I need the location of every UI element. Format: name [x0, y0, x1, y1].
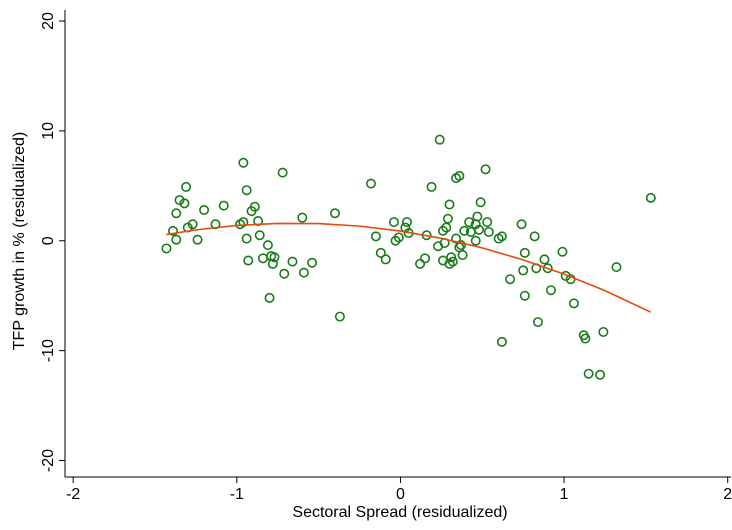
point — [218, 200, 229, 211]
point — [267, 258, 278, 269]
point — [307, 257, 318, 268]
y-tick-label: -20 — [40, 449, 57, 472]
point — [542, 263, 553, 274]
point — [243, 255, 254, 266]
point — [483, 226, 494, 237]
point — [390, 235, 401, 246]
x-tick-label: 0 — [396, 486, 405, 503]
point — [419, 253, 430, 264]
y-axis-title: TFP growth in % (residualized) — [11, 132, 28, 350]
point — [472, 211, 483, 222]
point — [370, 231, 381, 242]
point — [238, 157, 249, 168]
point — [459, 225, 470, 236]
point — [557, 246, 568, 257]
point — [529, 231, 540, 242]
point — [598, 326, 609, 337]
x-tick-label: -2 — [66, 486, 80, 503]
point — [568, 298, 579, 309]
point — [496, 336, 507, 347]
point — [545, 285, 556, 296]
y-tick-label: 20 — [40, 12, 57, 30]
point — [380, 254, 391, 265]
x-tick-label: 2 — [723, 486, 732, 503]
point — [393, 232, 404, 243]
point — [241, 185, 252, 196]
x-tick-label: -1 — [230, 486, 244, 503]
point — [329, 208, 340, 219]
point — [434, 134, 445, 145]
point — [457, 250, 468, 261]
point — [475, 197, 486, 208]
point — [375, 247, 386, 258]
point — [516, 219, 527, 230]
point — [539, 254, 550, 265]
point — [583, 368, 594, 379]
point — [415, 258, 426, 269]
point — [287, 256, 298, 267]
point — [580, 333, 591, 344]
point — [192, 234, 203, 245]
point — [473, 224, 484, 235]
point — [241, 233, 252, 244]
point — [437, 225, 448, 236]
point — [442, 213, 453, 224]
y-tick-label: 0 — [40, 236, 57, 245]
point — [161, 243, 172, 254]
point — [297, 212, 308, 223]
x-tick-label: 1 — [560, 486, 569, 503]
point — [519, 290, 530, 301]
point — [454, 170, 465, 181]
point — [446, 252, 457, 263]
point — [249, 201, 260, 212]
x-axis-title: Sectoral Spread (residualized) — [292, 504, 507, 521]
point — [470, 235, 481, 246]
point — [532, 317, 543, 328]
point — [277, 167, 288, 178]
fit-line — [166, 222, 652, 313]
point — [171, 208, 182, 219]
point — [455, 240, 466, 251]
y-tick-label: 10 — [40, 122, 57, 140]
point — [426, 181, 437, 192]
point — [444, 199, 455, 210]
point — [518, 265, 529, 276]
point — [298, 267, 309, 278]
point — [262, 240, 273, 251]
point — [365, 178, 376, 189]
point — [401, 217, 412, 228]
point — [519, 247, 530, 258]
point — [480, 164, 491, 175]
point — [505, 274, 516, 285]
point — [269, 252, 280, 263]
point — [187, 219, 198, 230]
point — [645, 192, 656, 203]
point — [264, 292, 275, 303]
point — [168, 225, 179, 236]
point — [482, 217, 493, 228]
point — [611, 262, 622, 273]
point — [496, 231, 507, 242]
point — [199, 204, 210, 215]
point — [257, 253, 268, 264]
point — [464, 217, 475, 228]
point — [254, 230, 265, 241]
point — [181, 181, 192, 192]
point — [447, 256, 458, 267]
point — [334, 311, 345, 322]
point — [179, 198, 190, 209]
point — [279, 268, 290, 279]
y-tick-label: -10 — [40, 339, 57, 362]
point — [171, 234, 182, 245]
point — [388, 217, 399, 228]
point — [451, 233, 462, 244]
point — [595, 369, 606, 380]
point — [238, 217, 249, 228]
